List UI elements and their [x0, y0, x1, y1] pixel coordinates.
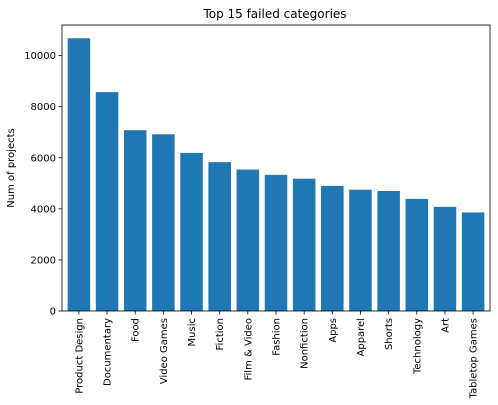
x-tick-label: Shorts — [384, 318, 395, 350]
bar-documentary — [95, 92, 119, 311]
x-tick-label: Fiction — [215, 318, 226, 350]
bar-fiction — [208, 162, 231, 311]
x-tick-label: Tabletop Games — [469, 318, 480, 399]
bar-film-video — [236, 169, 260, 311]
y-tick-label: 4000 — [31, 204, 56, 215]
y-tick-label: 6000 — [31, 153, 56, 164]
x-tick-label: Nonfiction — [300, 318, 311, 369]
bar-art — [433, 206, 457, 311]
y-tick-label: 10000 — [24, 51, 56, 62]
bar-tabletop-games — [461, 212, 485, 311]
x-tick-label: Film & Video — [243, 318, 254, 381]
bar-fashion — [264, 174, 288, 311]
y-axis: 0 2000 4000 6000 8000 10000 — [24, 51, 62, 318]
bar-technology — [405, 198, 429, 311]
bar-nonfiction — [292, 178, 316, 311]
x-tick-label: Apparel — [356, 318, 367, 357]
x-tick-label: Food — [131, 318, 142, 342]
bar-apps — [321, 185, 344, 312]
x-tick-label: Fashion — [272, 318, 283, 356]
bar-food — [123, 130, 147, 311]
x-tick-label: Documentary — [103, 318, 114, 386]
chart-title: Top 15 failed categories — [202, 7, 346, 21]
bars-group — [67, 38, 485, 312]
x-tick-label: Music — [187, 318, 198, 346]
bar-shorts — [377, 190, 400, 311]
bar-music — [180, 152, 203, 311]
bar-product-design — [67, 38, 91, 311]
bar-apparel — [349, 189, 372, 311]
x-tick-label: Technology — [412, 318, 423, 375]
x-axis: Product Design Documentary Food Video Games… — [74, 311, 480, 399]
y-axis-label: Num of projects — [6, 128, 17, 207]
y-tick-label: 0 — [50, 307, 56, 318]
y-tick-label: 8000 — [31, 102, 56, 113]
x-tick-label: Art — [440, 318, 451, 333]
x-tick-label: Product Design — [74, 318, 85, 394]
bar-video-games — [152, 134, 175, 311]
x-tick-label: Apps — [328, 318, 339, 343]
y-tick-label: 2000 — [31, 255, 56, 266]
x-tick-label: Video Games — [159, 318, 170, 384]
plot-frame — [61, 24, 491, 312]
